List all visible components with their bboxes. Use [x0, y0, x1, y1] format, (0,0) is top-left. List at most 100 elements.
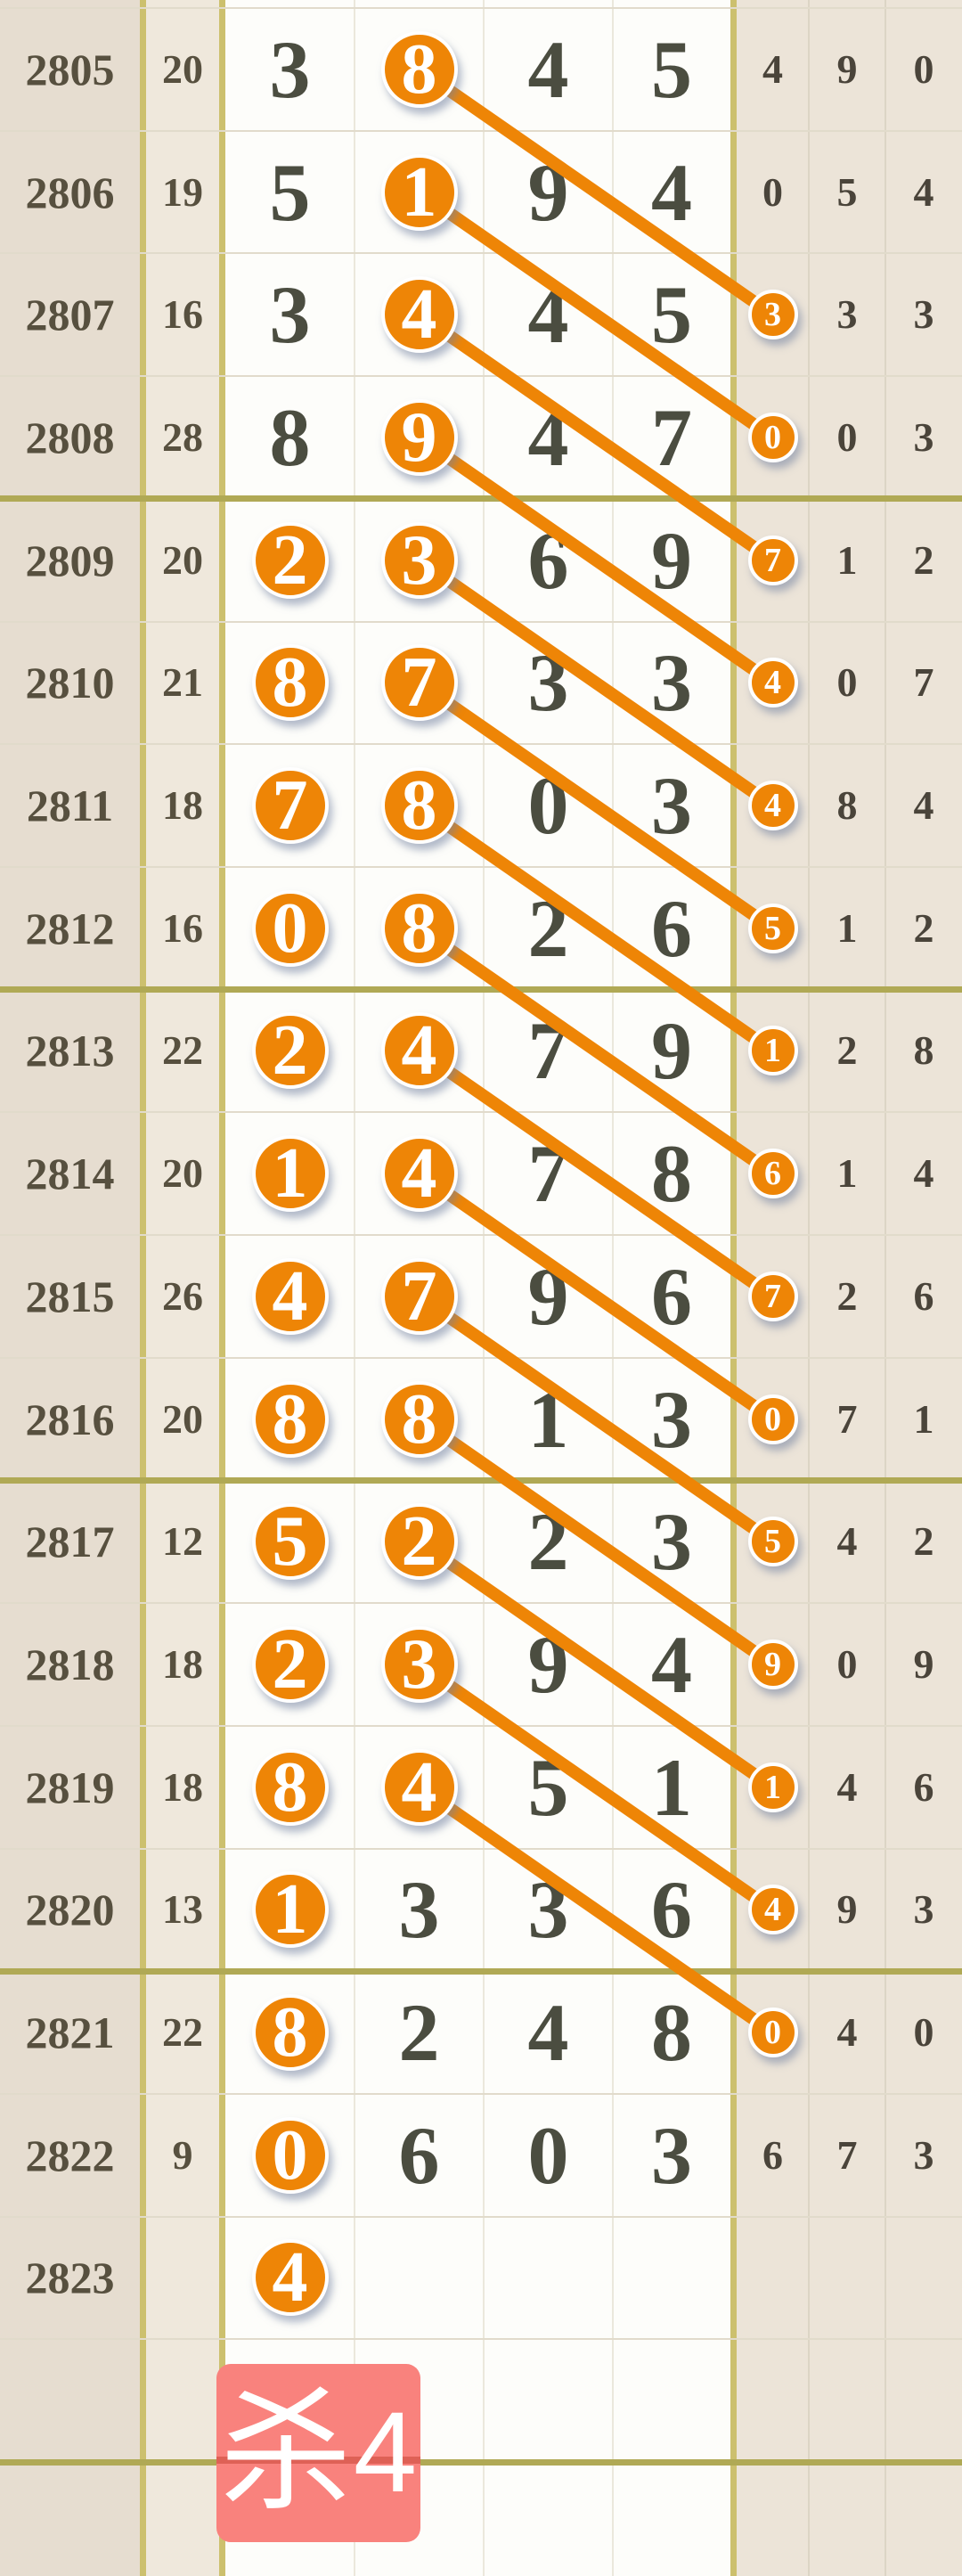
circled-digit: 8	[251, 644, 329, 722]
circled-digit: 1	[251, 1135, 329, 1213]
tail-cell: 2	[913, 904, 934, 951]
circled-digit: 1	[747, 1026, 798, 1076]
circled-digit: 0	[747, 2008, 798, 2058]
grid-vline	[354, 0, 355, 2576]
issue-cell: 2805	[25, 44, 115, 94]
circled-digit: 2	[251, 1012, 329, 1090]
circled-digit: 7	[380, 644, 458, 722]
digit-cell: 5	[269, 146, 311, 238]
circled-digit: 4	[380, 1748, 458, 1826]
tail-cell: 3	[913, 291, 934, 338]
circled-digit: 0	[251, 889, 329, 967]
circled-digit: 1	[380, 153, 458, 231]
circled-digit: 2	[251, 521, 329, 599]
tail-cell: 0	[913, 45, 934, 92]
tail-cell: 9	[913, 1640, 934, 1687]
sum-cell: 22	[162, 1027, 203, 1074]
tail-cell: 1	[836, 536, 858, 583]
circled-digit: 8	[380, 767, 458, 845]
circled-digit: 5	[747, 1517, 798, 1567]
circled-digit: 0	[251, 2116, 329, 2194]
circled-digit: 3	[380, 1625, 458, 1703]
tail-cell: 4	[913, 1150, 934, 1197]
circled-digit: 4	[380, 276, 458, 354]
sum-column-bg	[146, 0, 219, 2576]
issue-cell: 2810	[25, 658, 115, 708]
sum-cell: 16	[162, 904, 203, 951]
digit-cell: 8	[269, 391, 311, 483]
tail-cell: 7	[913, 659, 934, 706]
circled-digit: 5	[251, 1503, 329, 1581]
tail-cell: 6	[913, 1763, 934, 1810]
circled-digit: 2	[380, 1503, 458, 1581]
circled-digit: 9	[380, 398, 458, 476]
issue-cell: 2812	[25, 903, 115, 953]
tail-cell: 0	[913, 2009, 934, 2056]
sum-cell: 20	[162, 536, 203, 583]
sum-cell: 20	[162, 45, 203, 92]
circled-digit: 4	[251, 1257, 329, 1335]
sum-cell: 21	[162, 659, 203, 706]
digit-cell: 3	[651, 2109, 692, 2201]
circled-digit: 3	[747, 290, 798, 340]
issue-column-bg	[0, 0, 140, 2576]
issue-cell: 2807	[25, 290, 115, 340]
tail-cell: 2	[836, 1027, 858, 1074]
tail-cell: 9	[836, 45, 858, 92]
circled-digit: 8	[380, 1380, 458, 1458]
circled-digit: 8	[251, 1380, 329, 1458]
grid-vline	[808, 0, 810, 2576]
sum-cell: 13	[162, 1886, 203, 1933]
row-separator-line	[0, 2338, 962, 2341]
olive-border	[219, 0, 225, 2576]
issue-cell: 2809	[25, 535, 115, 585]
tail-cell: 8	[913, 1027, 934, 1074]
digit-cell: 0	[527, 2109, 569, 2201]
issue-cell: 2814	[25, 1149, 115, 1199]
tail-cell: 1	[836, 1150, 858, 1197]
issue-cell: 2821	[25, 2008, 115, 2058]
circled-digit: 0	[747, 1394, 798, 1444]
tail-cell: 7	[836, 2131, 858, 2178]
issue-cell: 2816	[25, 1394, 115, 1444]
issue-cell: 2817	[25, 1517, 115, 1567]
circled-digit: 7	[380, 1257, 458, 1335]
tail-cell: 4	[913, 782, 934, 829]
issue-cell: 2820	[25, 1885, 115, 1935]
tail-cell: 8	[836, 782, 858, 829]
circled-digit: 4	[747, 781, 798, 831]
row-separator-line	[0, 2215, 962, 2218]
sum-cell: 16	[162, 291, 203, 338]
tail-cell: 6	[913, 1272, 934, 1319]
row-separator-line	[0, 7, 962, 9]
circled-digit: 7	[251, 767, 329, 845]
sum-cell: 18	[162, 1763, 203, 1810]
circled-digit: 3	[380, 521, 458, 599]
issue-cell: 2806	[25, 167, 115, 217]
tail-cell: 3	[836, 291, 858, 338]
tail-cell: 1	[836, 904, 858, 951]
kill-number: 4	[353, 2389, 418, 2516]
kill-label: 杀	[219, 2379, 352, 2526]
tail-cell: 0	[836, 1640, 858, 1687]
issue-cell: 2823	[25, 2253, 115, 2303]
digit-cell: 3	[269, 269, 311, 361]
circled-digit: 1	[747, 1762, 798, 1812]
tail-cell: 1	[913, 1395, 934, 1442]
tail-cell: 9	[836, 1886, 858, 1933]
group-separator-line	[0, 2458, 962, 2466]
circled-digit: 4	[747, 658, 798, 708]
tail-cell: 2	[913, 536, 934, 583]
issue-cell: 2808	[25, 412, 115, 462]
tail-cell: 2	[913, 1518, 934, 1565]
circled-digit: 1	[251, 1871, 329, 1949]
issue-cell: 2822	[25, 2130, 115, 2180]
circled-digit: 8	[380, 889, 458, 967]
circled-digit: 6	[747, 1149, 798, 1199]
circled-digit: 2	[251, 1625, 329, 1703]
tail-cell: 4	[836, 2009, 858, 2056]
tail-cell: 0	[836, 413, 858, 460]
tail-cell: 6	[762, 2131, 783, 2178]
sum-cell: 18	[162, 782, 203, 829]
sum-cell: 9	[172, 2131, 193, 2178]
